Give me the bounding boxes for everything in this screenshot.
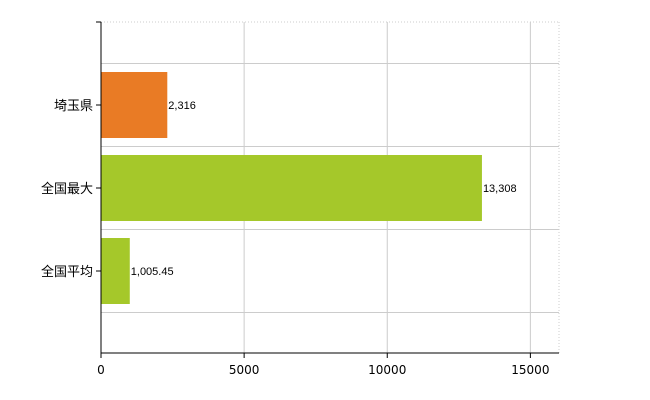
bar-2 xyxy=(101,238,130,304)
category-label-0: 埼玉県 xyxy=(54,99,93,114)
category-label-2: 全国平均 xyxy=(41,264,93,280)
bar-0 xyxy=(101,72,168,138)
x-tick-label-3: 15000 xyxy=(511,363,549,377)
bar-1 xyxy=(101,155,482,221)
x-tick-label-0: 0 xyxy=(97,363,105,377)
data-label-0: 2,316 xyxy=(168,100,196,112)
axes xyxy=(96,21,559,358)
data-label-2: 1,005.45 xyxy=(131,266,174,278)
bars xyxy=(101,72,482,304)
labels: 2,316 埼玉県 13,308 全国最大 1,005.45 全国平均 0 5000 10000… xyxy=(41,99,549,377)
category-label-1: 全国最大 xyxy=(41,181,93,197)
x-tick-label-2: 10000 xyxy=(368,363,406,377)
data-label-1: 13,308 xyxy=(483,183,517,195)
x-tick-label-1: 5000 xyxy=(229,363,260,377)
